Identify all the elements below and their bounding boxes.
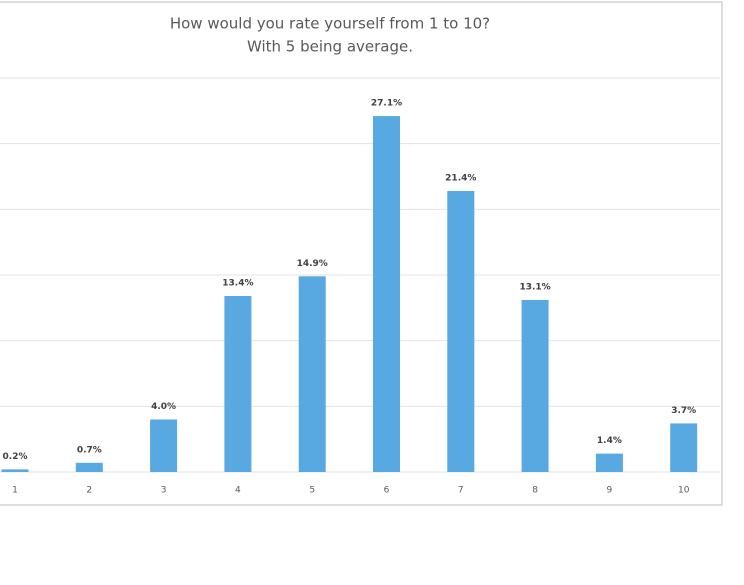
bar [447,190,475,473]
bar [75,462,103,472]
value-label: 27.1% [371,99,402,109]
value-label: 3.7% [671,406,696,416]
bar [150,419,178,472]
x-tick-label: 9 [607,486,613,496]
bar [1,469,29,472]
x-tick-label: 1 [12,486,18,496]
chart-title: How would you rate yourself from 1 to 10… [170,15,490,33]
x-tick-label: 6 [384,486,390,496]
value-label: 1.4% [597,436,622,446]
value-label: 13.1% [519,282,550,292]
x-tick-label: 3 [161,486,167,496]
value-label: 13.4% [222,279,253,289]
bar [224,296,252,472]
x-tick-label: 2 [86,486,92,496]
chart-title: With 5 being average. [247,38,413,56]
x-tick-label: 5 [309,486,315,496]
value-label: 0.7% [77,445,102,455]
bar [670,423,698,472]
bar [595,453,623,472]
value-label: 21.4% [445,173,476,183]
x-tick-label: 10 [678,486,690,496]
x-tick-label: 4 [235,486,241,496]
value-label: 14.9% [297,259,328,269]
bar [298,276,326,472]
x-tick-label: 7 [458,486,464,496]
bar [521,299,549,472]
bar [373,116,400,472]
x-tick-label: 8 [532,486,538,496]
value-label: 4.0% [151,402,176,412]
value-label: 0.2% [3,452,28,462]
chart-frame [0,1,723,506]
